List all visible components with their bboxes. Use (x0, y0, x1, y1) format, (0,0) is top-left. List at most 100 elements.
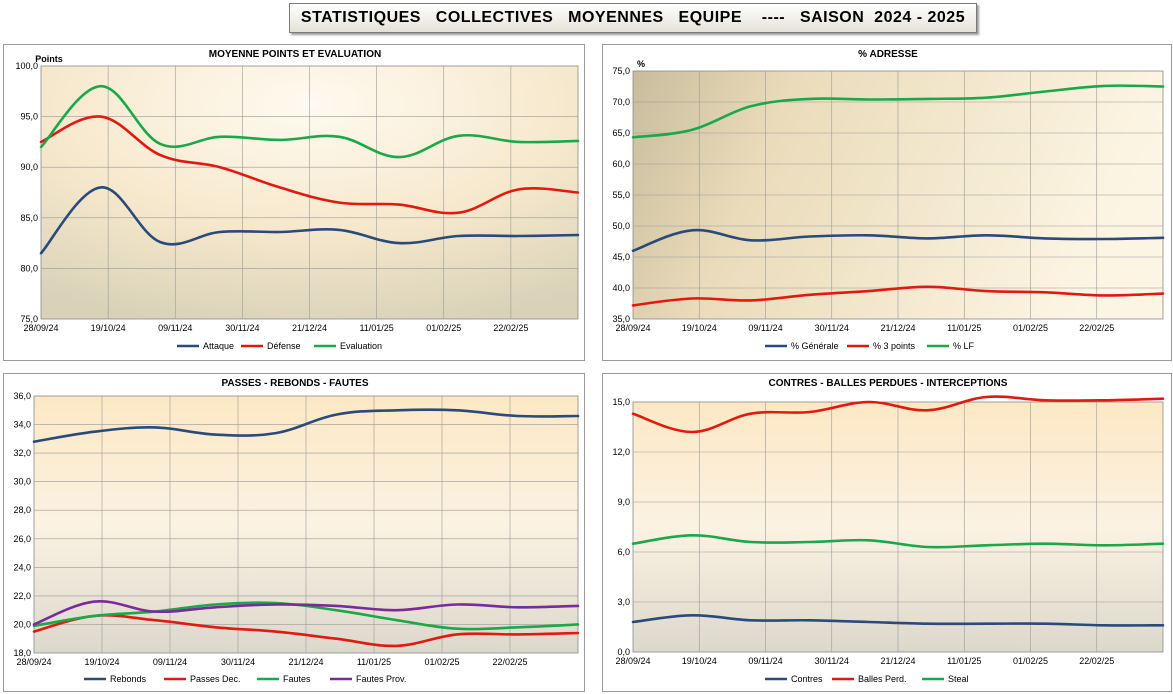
x-tick-label: 19/10/24 (682, 656, 717, 666)
y-tick-label: 0,0 (617, 647, 630, 657)
x-tick-label: 09/11/24 (748, 656, 782, 666)
x-tick-label: 21/12/24 (880, 656, 915, 666)
chart-svg: CONTRES - BALLES PERDUES - INTERCEPTIONS… (612, 378, 1165, 684)
y-tick-label: 20,0 (13, 619, 31, 629)
y-tick-label: 26,0 (13, 534, 31, 544)
y-tick-label: 55,0 (612, 190, 630, 200)
chart-points-evaluation: MOYENNE POINTS ET EVALUATION Points 75,0 80… (3, 44, 585, 361)
chart-title: CONTRES - BALLES PERDUES - INTERCEPTIONS (769, 378, 1008, 389)
chart-title: PASSES - REBONDS - FAUTES (221, 378, 368, 389)
series-line-0 (631, 613, 1165, 627)
series-line-0 (631, 228, 1165, 253)
x-tick-label: 28/09/24 (615, 323, 650, 333)
x-tick-label: 28/09/24 (23, 323, 58, 333)
x-tick-label: 21/12/24 (292, 323, 327, 333)
x-tick-label: 30/11/24 (815, 323, 849, 333)
y-tick-label: 24,0 (13, 562, 31, 572)
x-tick-label: 09/11/24 (153, 657, 187, 667)
y-tick-label: 34,0 (13, 420, 31, 430)
x-tick-label: 22/02/25 (1079, 323, 1114, 333)
chart-svg: MOYENNE POINTS ET EVALUATION Points 75,0 80… (15, 49, 580, 351)
x-tick-label: 09/11/24 (158, 323, 192, 333)
x-tick-label: 11/01/25 (947, 323, 981, 333)
legend-label: Rebonds (110, 674, 147, 684)
x-tick-label: 01/02/25 (424, 657, 459, 667)
y-tick-label: 28,0 (13, 505, 31, 515)
x-tick-label: 22/02/25 (492, 657, 527, 667)
y-tick-label: 75,0 (20, 314, 38, 324)
legend-label: Contres (791, 674, 823, 684)
x-tick-label: 11/01/25 (359, 323, 393, 333)
x-tick-label: 22/02/25 (493, 323, 528, 333)
x-tick-label: 30/11/24 (225, 323, 259, 333)
x-tick-label: 30/11/24 (815, 656, 849, 666)
y-tick-label: 85,0 (20, 213, 38, 223)
y-tick-label: 70,0 (612, 97, 630, 107)
x-tick-label: 30/11/24 (221, 657, 255, 667)
x-tick-label: 09/11/24 (748, 323, 782, 333)
y-tick-label: 65,0 (612, 128, 630, 138)
x-tick-label: 21/12/24 (880, 323, 915, 333)
x-tick-label: 21/12/24 (288, 657, 323, 667)
y-tick-label: 45,0 (612, 252, 630, 262)
y-tick-label: 100,0 (15, 61, 38, 71)
x-tick-label: 01/02/25 (1013, 656, 1048, 666)
x-tick-label: 22/02/25 (1079, 656, 1114, 666)
y-tick-label: 75,0 (612, 66, 630, 76)
legend-label: % Générale (791, 341, 839, 351)
series-line-2 (631, 84, 1165, 139)
x-tick-label: 28/09/24 (16, 657, 51, 667)
legend-label: Défense (267, 341, 301, 351)
x-tick-label: 19/10/24 (84, 657, 119, 667)
legend-label: Fautes (283, 674, 311, 684)
y-tick-label: 3,0 (617, 597, 630, 607)
series-line-1 (39, 115, 580, 215)
y-tick-label: 80,0 (20, 263, 38, 273)
y-tick-label: 90,0 (20, 162, 38, 172)
x-tick-label: 19/10/24 (682, 323, 717, 333)
y-tick-label: 18,0 (13, 648, 31, 658)
legend-label: Balles Perd. (858, 674, 907, 684)
chart-svg: PASSES - REBONDS - FAUTES 18,0 20,0 22,0 24,… (13, 378, 580, 684)
series-line-0 (32, 408, 580, 443)
series-line-0 (39, 186, 580, 255)
x-tick-label: 01/02/25 (426, 323, 461, 333)
page-title: STATISTIQUES COLLECTIVES MOYENNES EQUIPE… (289, 3, 977, 33)
y-tick-label: 32,0 (13, 448, 31, 458)
chart-title: % ADRESSE (858, 49, 918, 60)
y-tick-label: 36,0 (13, 391, 31, 401)
x-tick-label: 11/01/25 (947, 656, 981, 666)
legend-label: Passes Dec. (190, 674, 241, 684)
x-tick-label: 01/02/25 (1013, 323, 1048, 333)
legend-label: Fautes Prov. (356, 674, 406, 684)
y-tick-label: 50,0 (612, 221, 630, 231)
legend-label: Steal (948, 674, 969, 684)
series-line-2 (39, 84, 580, 159)
y-axis-label: Points (35, 54, 63, 64)
series-line-1 (631, 395, 1165, 434)
y-tick-label: 9,0 (617, 497, 630, 507)
y-axis-label: % (637, 59, 645, 69)
y-tick-label: 40,0 (612, 283, 630, 293)
y-tick-label: 60,0 (612, 159, 630, 169)
series-line-3 (32, 600, 580, 626)
legend-label: % LF (953, 341, 975, 351)
chart-adresse: % ADRESSE% 35,0 40,0 45,0 50,0 55,0 60,0 65,0 70… (602, 44, 1172, 361)
y-tick-label: 12,0 (612, 447, 630, 457)
chart-title: MOYENNE POINTS ET EVALUATION (209, 49, 381, 60)
legend-label: Evaluation (340, 341, 382, 351)
y-tick-label: 6,0 (617, 547, 630, 557)
legend-label: Attaque (203, 341, 234, 351)
legend-label: % 3 points (873, 341, 916, 351)
y-tick-label: 30,0 (13, 477, 31, 487)
y-tick-label: 15,0 (612, 397, 630, 407)
series-line-1 (631, 285, 1165, 307)
y-tick-label: 95,0 (20, 112, 38, 122)
chart-svg: % ADRESSE% 35,0 40,0 45,0 50,0 55,0 60,0 65,0 70… (612, 49, 1165, 351)
chart-contres-balles-perdues: CONTRES - BALLES PERDUES - INTERCEPTIONS… (602, 373, 1172, 692)
series-line-1 (32, 614, 580, 648)
x-tick-label: 19/10/24 (91, 323, 126, 333)
y-tick-label: 22,0 (13, 591, 31, 601)
x-tick-label: 28/09/24 (615, 656, 650, 666)
y-tick-label: 35,0 (612, 314, 630, 324)
